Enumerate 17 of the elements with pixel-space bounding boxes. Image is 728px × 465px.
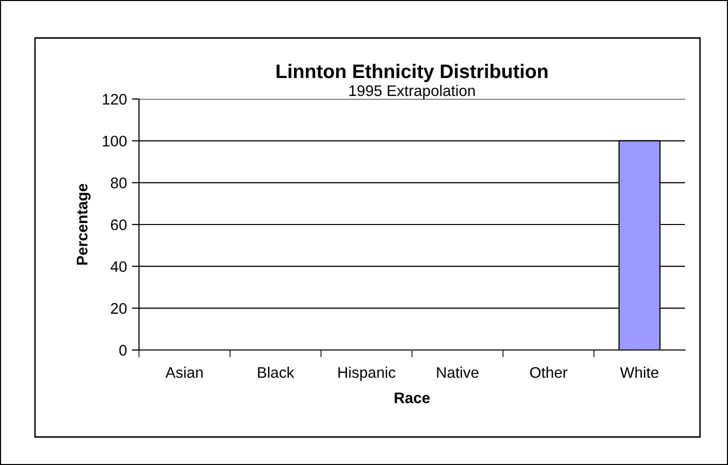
y-tick-label: 0	[119, 344, 127, 356]
y-tick-label: 120	[102, 94, 127, 105]
y-tick-label: 20	[110, 303, 127, 314]
x-tick-label: White	[620, 366, 658, 378]
y-axis-title: Percentage	[76, 184, 91, 265]
chart-subtitle: 1995 Extrapolation	[349, 84, 475, 100]
y-tick-label: 100	[102, 136, 127, 147]
x-tick-label: Asian	[165, 366, 203, 378]
x-tick-label: Black	[258, 366, 294, 378]
x-axis-title: Race	[394, 392, 430, 404]
y-tick-label: 40	[110, 261, 127, 272]
x-tick-label: Hispanic	[338, 366, 396, 381]
x-tick-label: Native	[437, 366, 478, 378]
chart-title: Linnton Ethnicity Distribution	[276, 64, 548, 82]
x-tick-label: Other	[530, 366, 568, 378]
y-tick-label: 60	[110, 219, 127, 230]
y-tick-label: 80	[110, 178, 127, 188]
